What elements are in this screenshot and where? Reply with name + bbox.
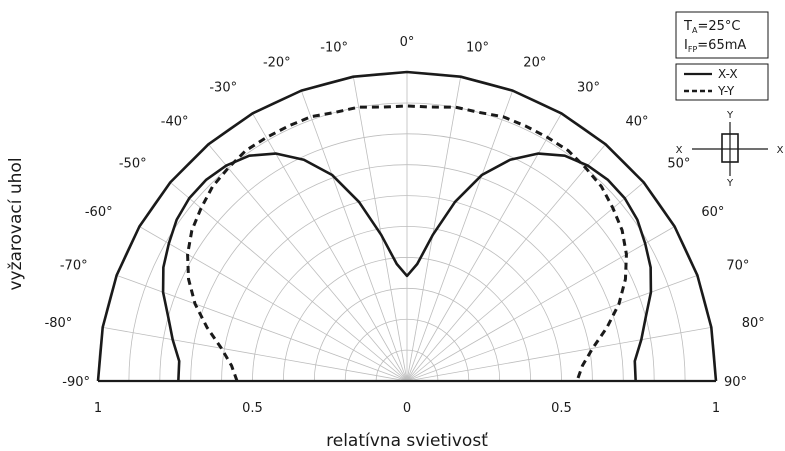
conditions-box-frame bbox=[675, 11, 769, 59]
grid-spoke bbox=[406, 226, 675, 382]
radius-tick-label: 0.5 bbox=[551, 401, 572, 416]
legend: X-X Y-Y bbox=[675, 63, 769, 101]
angle-tick-label: -60° bbox=[85, 205, 113, 220]
legend-label-y-y: Y-Y bbox=[717, 84, 735, 98]
grid-spoke bbox=[406, 90, 514, 382]
angle-tick-label: -10° bbox=[320, 40, 348, 55]
angle-tick-label: 50° bbox=[667, 157, 690, 172]
grid-spoke bbox=[406, 76, 462, 382]
angle-tick-label: -20° bbox=[263, 56, 291, 71]
grid-spoke bbox=[406, 326, 712, 382]
grid-spoke bbox=[208, 144, 408, 382]
led-body-outline bbox=[721, 133, 739, 163]
orientation-label-x-left: X bbox=[676, 145, 683, 156]
x-axis-title: relatívna svietivosť bbox=[326, 431, 488, 451]
angle-tick-label: 90° bbox=[724, 375, 747, 390]
grid-spoke bbox=[300, 90, 408, 382]
grid-spoke bbox=[406, 182, 644, 382]
grid-spoke bbox=[116, 274, 408, 382]
angle-tick-label: -50° bbox=[119, 157, 147, 172]
angle-tick-label: 80° bbox=[742, 316, 765, 331]
radius-tick-label: 1 bbox=[94, 401, 102, 416]
angle-tick-label: -30° bbox=[209, 81, 237, 96]
conditions-box: TA=25°C IFP=65mA bbox=[675, 11, 769, 59]
angle-tick-label: 70° bbox=[726, 259, 749, 274]
grid-spoke bbox=[352, 76, 408, 382]
angle-tick-label: -40° bbox=[161, 115, 189, 130]
angle-tick-label: -70° bbox=[60, 259, 88, 274]
legend-frame bbox=[675, 63, 769, 101]
legend-label-x-x: X-X bbox=[718, 67, 738, 81]
angle-tick-label: 40° bbox=[626, 115, 649, 130]
conditions-line-2: IFP=65mA bbox=[684, 38, 746, 54]
radius-tick-label: 0 bbox=[403, 401, 411, 416]
orientation-label-y-top: Y bbox=[726, 110, 734, 121]
angle-tick-label: 10° bbox=[466, 40, 489, 55]
orientation-label-x-right: X bbox=[777, 145, 784, 156]
angle-tick-label: -90° bbox=[62, 375, 90, 390]
orientation-label-y-bottom: Y bbox=[726, 178, 734, 189]
radius-tick-label: 0.5 bbox=[242, 401, 263, 416]
grid-spoke bbox=[102, 326, 408, 382]
angle-tick-label: 30° bbox=[577, 81, 600, 96]
grid-spoke bbox=[170, 182, 408, 382]
y-axis-title: vyžarovací uhol bbox=[6, 157, 26, 290]
angle-tick-labels: -90° -80° -70° -60° -50° -40° -30° -20° -10° 0° 10… bbox=[45, 35, 765, 390]
outer-envelope-curve bbox=[96, 70, 718, 382]
radius-tick-label: 1 bbox=[712, 401, 720, 416]
angle-tick-label: 0° bbox=[400, 35, 415, 50]
polar-grid bbox=[97, 71, 717, 383]
grid-spoke bbox=[139, 226, 408, 382]
orientation-diagram: X X Y Y bbox=[676, 110, 784, 189]
angle-tick-label: -80° bbox=[45, 316, 73, 331]
series-x-x-curve bbox=[161, 152, 653, 382]
grid-spoke bbox=[406, 274, 698, 382]
grid-spoke bbox=[406, 144, 606, 382]
grid-spoke bbox=[252, 113, 408, 382]
angle-tick-label: 60° bbox=[701, 205, 724, 220]
angle-tick-label: 20° bbox=[523, 56, 546, 71]
series-y-y-curve bbox=[186, 104, 628, 382]
series-layer bbox=[96, 70, 718, 382]
conditions-line-1: TA=25°C bbox=[683, 19, 740, 35]
radius-tick-labels: 1 0.5 0 0.5 1 bbox=[94, 401, 720, 416]
grid-spoke bbox=[406, 113, 562, 382]
